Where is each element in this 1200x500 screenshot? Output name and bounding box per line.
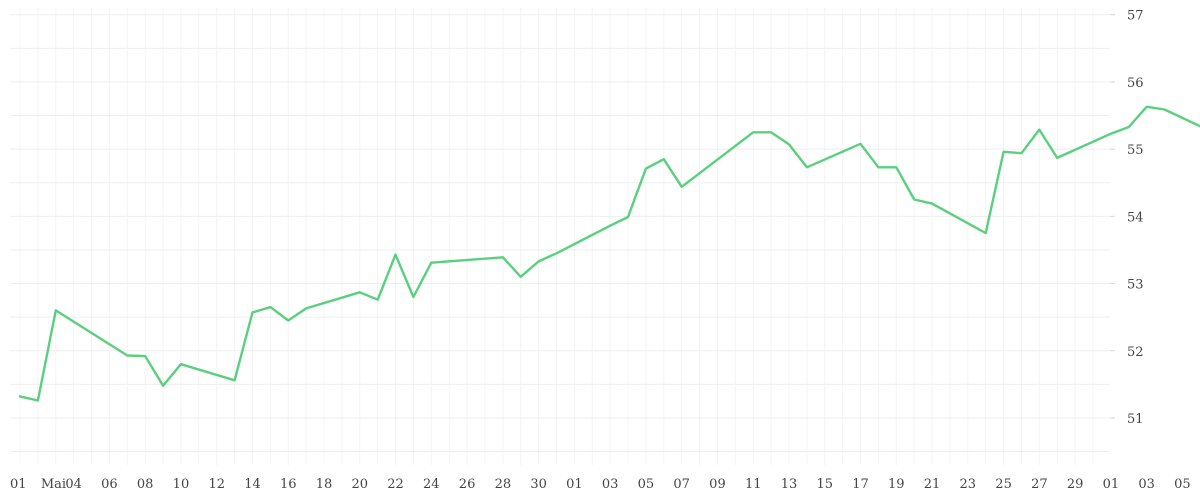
x-tick-label: 10: [173, 477, 190, 492]
x-tick-label: 01: [566, 477, 583, 492]
x-tick-label: 24: [423, 477, 440, 492]
x-tick-label: 13: [781, 477, 798, 492]
y-tick-label: 52: [1127, 345, 1144, 360]
x-tick-label: 11: [745, 477, 762, 492]
x-tick-label: 18: [316, 477, 333, 492]
y-tick-label: 57: [1127, 9, 1144, 24]
series-line: [18, 105, 1200, 402]
x-tick-label: 20: [352, 477, 369, 492]
x-tick-label: 14: [244, 477, 261, 492]
x-tick-label: 06: [101, 477, 118, 492]
x-tick-label: 30: [530, 477, 547, 492]
series-layer: [18, 105, 1200, 402]
x-tick-label: 21: [924, 477, 941, 492]
grid: [10, 8, 1110, 465]
x-axis: 01 Mai 04 06 08 10 12 14 16 18 20 22 24 26 28 30 01 03 05 0…: [10, 477, 1191, 492]
x-tick-label: 04: [65, 477, 82, 492]
y-tick-label: 54: [1127, 210, 1144, 225]
x-tick-label: 09: [709, 477, 726, 492]
x-tick-label: 03: [602, 477, 619, 492]
y-tick-label: 55: [1127, 143, 1144, 158]
x-tick-label: 07: [673, 477, 690, 492]
x-tick-label: 05: [638, 477, 655, 492]
x-tick-label: 22: [387, 477, 404, 492]
x-tick-label: 15: [816, 477, 833, 492]
y-tick-label: 56: [1127, 76, 1144, 91]
y-tick-label: 51: [1127, 412, 1144, 427]
x-tick-label: 17: [852, 477, 869, 492]
x-tick-label: 05: [1174, 477, 1191, 492]
x-tick-label: 08: [137, 477, 154, 492]
x-tick-label: 01: [10, 477, 27, 492]
y-tick-label: 53: [1127, 278, 1144, 293]
x-tick-label: 26: [459, 477, 476, 492]
x-tick-label: 19: [888, 477, 905, 492]
x-tick-label: 29: [1067, 477, 1084, 492]
x-tick-label: 25: [995, 477, 1012, 492]
x-tick-label: 12: [208, 477, 225, 492]
x-tick-label: 03: [1138, 477, 1155, 492]
x-tick-label: 01: [1103, 477, 1120, 492]
x-tick-label: 27: [1031, 477, 1048, 492]
y-axis: 51 52 53 54 55 56 57: [1110, 9, 1144, 427]
x-tick-label: 23: [960, 477, 977, 492]
x-tick-label: 28: [495, 477, 512, 492]
x-tick-label: Mai: [41, 477, 66, 492]
x-tick-label: 16: [280, 477, 297, 492]
